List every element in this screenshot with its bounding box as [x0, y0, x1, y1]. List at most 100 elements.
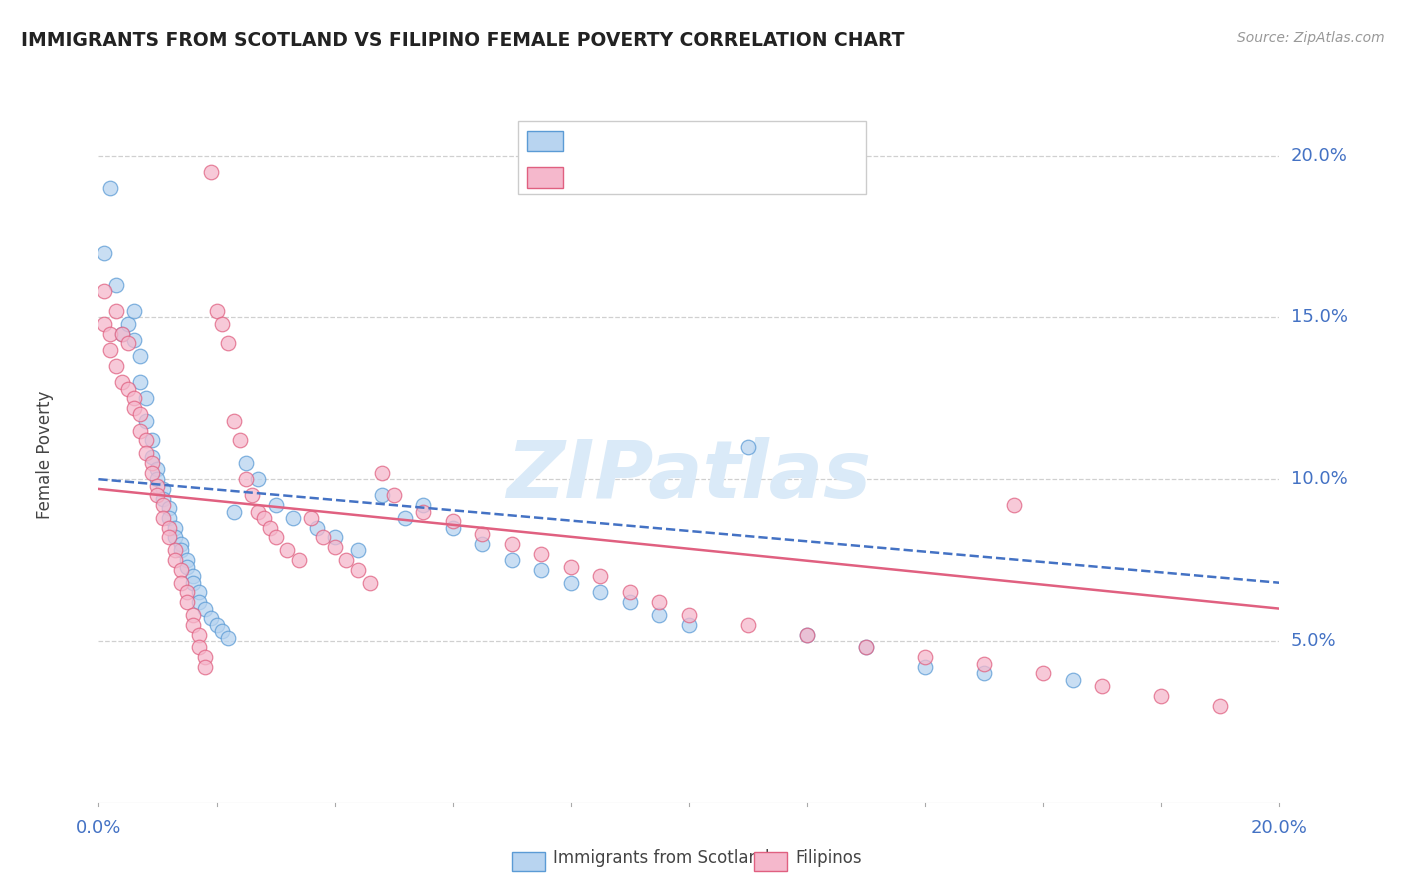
FancyBboxPatch shape	[512, 852, 546, 871]
Text: Female Poverty: Female Poverty	[37, 391, 55, 519]
Point	[441, 521, 464, 535]
Text: 20.0%: 20.0%	[1291, 146, 1347, 165]
Point	[224, 504, 246, 518]
Point	[98, 343, 121, 357]
Point	[135, 446, 157, 460]
Point	[111, 375, 134, 389]
Point	[1032, 666, 1054, 681]
Point	[288, 553, 311, 567]
Point	[152, 511, 174, 525]
Point	[560, 575, 582, 590]
Point	[501, 537, 523, 551]
Text: R =  -0.111: R = -0.111	[576, 132, 679, 150]
Point	[105, 278, 128, 293]
Point	[1150, 689, 1173, 703]
Point	[200, 165, 222, 179]
Point	[246, 504, 269, 518]
Point	[170, 537, 193, 551]
Text: 5.0%: 5.0%	[1291, 632, 1336, 650]
Text: 0.0%: 0.0%	[76, 820, 121, 838]
Point	[229, 434, 252, 448]
Point	[165, 543, 187, 558]
Point	[176, 553, 198, 567]
Point	[359, 575, 381, 590]
Point	[224, 414, 246, 428]
Point	[530, 563, 553, 577]
Point	[165, 553, 187, 567]
Point	[855, 640, 877, 655]
Point	[648, 595, 671, 609]
Point	[530, 547, 553, 561]
Point	[157, 521, 180, 535]
Point	[412, 504, 434, 518]
Point	[382, 488, 405, 502]
Point	[141, 434, 163, 448]
Point	[152, 482, 174, 496]
Point	[157, 501, 180, 516]
Point	[194, 650, 217, 665]
Point	[187, 640, 209, 655]
Text: N = 60: N = 60	[737, 132, 804, 150]
Point	[648, 608, 671, 623]
Point	[235, 456, 257, 470]
Point	[205, 304, 228, 318]
FancyBboxPatch shape	[754, 852, 787, 871]
Point	[117, 336, 139, 351]
Point	[93, 245, 115, 260]
Point	[187, 595, 209, 609]
Text: R =  -0.141: R = -0.141	[576, 169, 679, 186]
Point	[412, 498, 434, 512]
Point	[146, 488, 169, 502]
Point	[264, 498, 287, 512]
Text: Immigrants from Scotland: Immigrants from Scotland	[553, 849, 769, 867]
Point	[146, 462, 169, 476]
Point	[264, 531, 287, 545]
Point	[128, 375, 150, 389]
Point	[335, 553, 357, 567]
Point	[796, 627, 818, 641]
Point	[181, 569, 204, 583]
Text: 20.0%: 20.0%	[1251, 820, 1308, 838]
Point	[135, 392, 157, 406]
Point	[157, 511, 180, 525]
Point	[914, 650, 936, 665]
Point	[170, 563, 193, 577]
Text: 10.0%: 10.0%	[1291, 470, 1347, 488]
Point	[796, 627, 818, 641]
Point	[157, 531, 180, 545]
Point	[394, 511, 416, 525]
Point	[1091, 679, 1114, 693]
Point	[200, 611, 222, 625]
Text: Filipinos: Filipinos	[796, 849, 862, 867]
Point	[619, 595, 641, 609]
Point	[117, 317, 139, 331]
Point	[1209, 698, 1232, 713]
Point	[589, 585, 612, 599]
Point	[1062, 673, 1084, 687]
Point	[105, 359, 128, 373]
Point	[235, 472, 257, 486]
Point	[560, 559, 582, 574]
Point	[141, 466, 163, 480]
Point	[170, 575, 193, 590]
Point	[323, 531, 346, 545]
Point	[205, 617, 228, 632]
Point	[312, 531, 335, 545]
Point	[105, 304, 128, 318]
Point	[181, 608, 204, 623]
Point	[371, 466, 394, 480]
Point	[737, 440, 759, 454]
Point	[371, 488, 394, 502]
FancyBboxPatch shape	[527, 167, 562, 188]
Point	[122, 304, 145, 318]
Point	[194, 601, 217, 615]
Point	[194, 660, 217, 674]
Point	[347, 543, 370, 558]
FancyBboxPatch shape	[527, 130, 562, 152]
Point	[135, 414, 157, 428]
Point	[973, 657, 995, 671]
Point	[217, 631, 239, 645]
Point	[187, 585, 209, 599]
Point	[111, 326, 134, 341]
Point	[323, 540, 346, 554]
